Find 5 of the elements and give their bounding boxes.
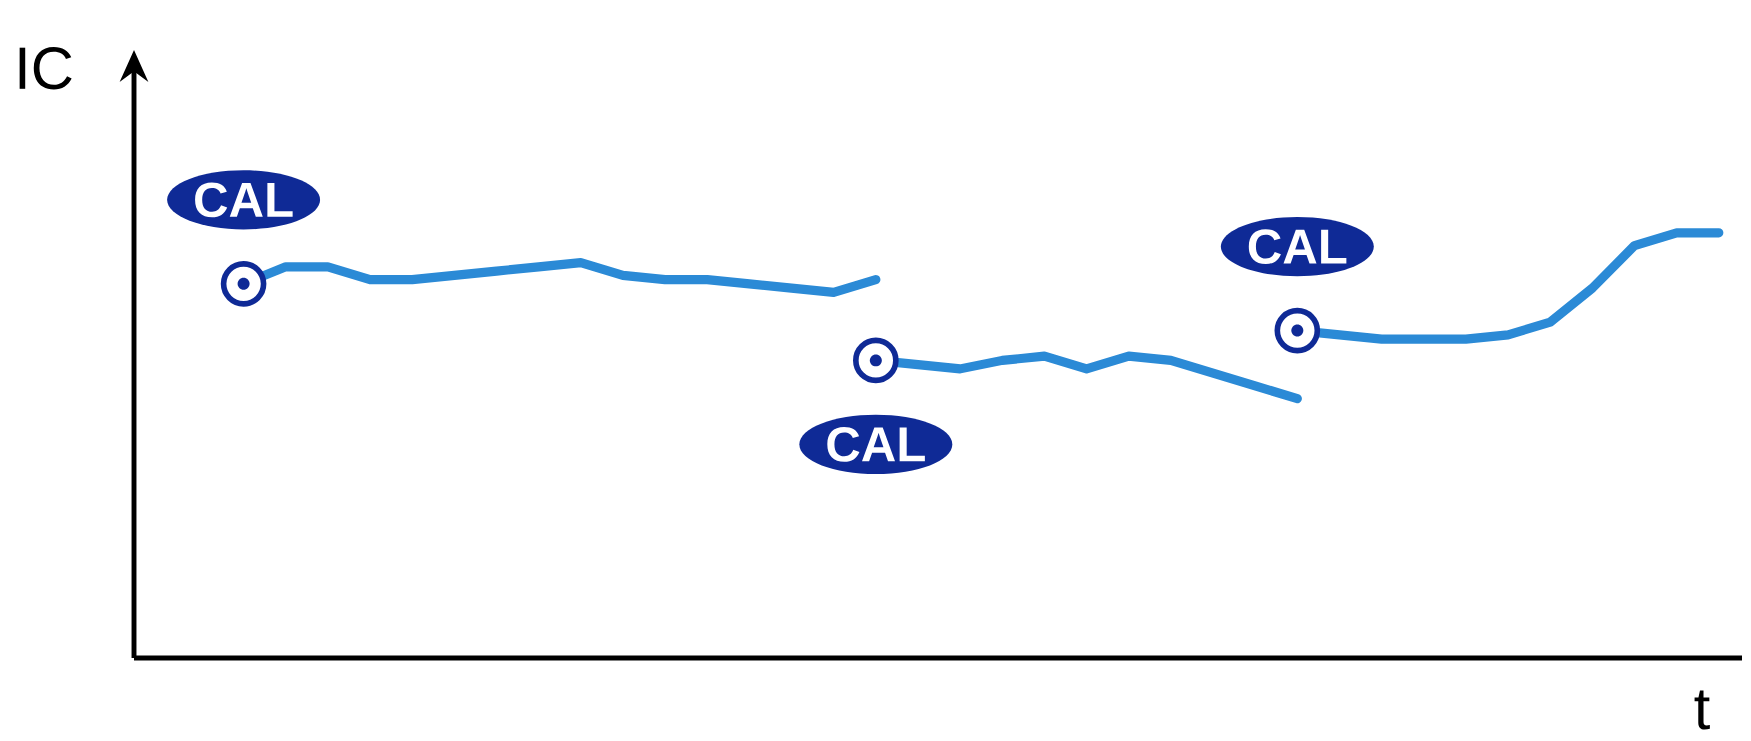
text: CAL xyxy=(195,182,293,218)
x-axis-title: t xyxy=(1694,690,1710,730)
y-axis-title: IC xyxy=(19,47,72,90)
annotation: CAL xyxy=(827,426,925,462)
annotation: CAL xyxy=(1248,229,1347,265)
